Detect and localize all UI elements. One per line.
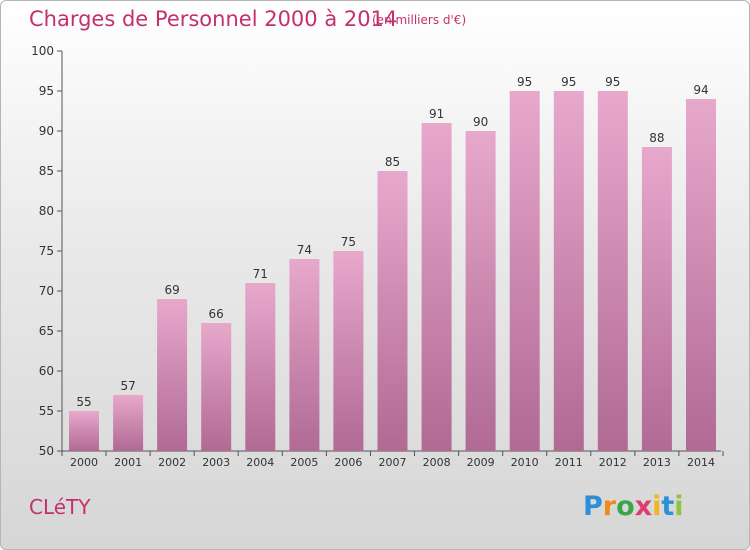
x-tick-label: 2010 — [511, 456, 539, 469]
data-label: 75 — [341, 235, 356, 249]
x-tick-label: 2003 — [202, 456, 230, 469]
logo-letter: t — [661, 491, 675, 522]
data-label: 55 — [76, 395, 91, 409]
bar — [245, 283, 276, 451]
y-axis: 50 55 60 65 70 75 80 85 90 95 100 — [31, 44, 63, 458]
y-tick-label: 80 — [39, 204, 54, 218]
data-label: 95 — [605, 75, 620, 89]
data-label: 85 — [385, 155, 400, 169]
data-label: 90 — [473, 115, 488, 129]
data-label: 74 — [297, 243, 312, 257]
bar — [113, 395, 144, 451]
y-tick-label: 90 — [39, 124, 54, 138]
data-label: 91 — [429, 107, 444, 121]
proxiti-logo[interactable]: Proxiti — [583, 491, 684, 522]
bar — [201, 323, 232, 451]
data-label: 57 — [120, 379, 135, 393]
x-tick-label: 2001 — [114, 456, 142, 469]
bar — [289, 259, 320, 451]
y-tick-label: 50 — [39, 444, 54, 458]
data-label: 71 — [253, 267, 268, 281]
x-tick-label: 2000 — [70, 456, 98, 469]
y-tick-label: 65 — [39, 324, 54, 338]
bars — [69, 91, 716, 451]
logo-letter: i — [652, 491, 662, 522]
data-label: 95 — [517, 75, 532, 89]
data-label: 95 — [561, 75, 576, 89]
bar — [686, 99, 716, 451]
logo-letter: x — [634, 491, 653, 522]
bar — [421, 123, 452, 451]
data-label: 94 — [693, 83, 708, 97]
x-tick-label: 2004 — [246, 456, 274, 469]
y-tick-label: 70 — [39, 284, 54, 298]
x-tick-label: 2007 — [379, 456, 407, 469]
x-tick-label: 2013 — [643, 456, 671, 469]
x-axis: 2000 2001 2002 2003 2004 2005 2006 2007 2008 2009… — [61, 450, 724, 469]
logo-letter: r — [602, 491, 617, 522]
y-tick-label: 55 — [39, 404, 54, 418]
y-tick-label: 100 — [31, 44, 54, 58]
y-tick-label: 75 — [39, 244, 54, 258]
chart-subtitle: (en milliers d'€) — [372, 13, 467, 27]
bar — [69, 411, 99, 451]
bar — [157, 299, 188, 451]
x-tick-label: 2002 — [158, 456, 186, 469]
data-label: 69 — [164, 283, 179, 297]
bar — [333, 251, 364, 451]
logo-letter: P — [583, 491, 603, 522]
logo-letter: i — [674, 491, 684, 522]
y-tick-label: 95 — [39, 84, 54, 98]
y-tick-label: 60 — [39, 364, 54, 378]
chart-title: Charges de Personnel 2000 à 2014 — [29, 7, 398, 31]
data-label: 66 — [209, 307, 224, 321]
x-tick-label: 2006 — [334, 456, 362, 469]
bar — [509, 91, 540, 451]
x-tick-label: 2009 — [467, 456, 495, 469]
x-tick-label: 2014 — [687, 456, 715, 469]
x-tick-label: 2012 — [599, 456, 627, 469]
commune-name: CLéTY — [29, 495, 91, 519]
y-tick-label: 85 — [39, 164, 54, 178]
data-label: 88 — [649, 131, 664, 145]
x-tick-label: 2011 — [555, 456, 583, 469]
logo-letter: o — [616, 491, 635, 522]
bar — [597, 91, 628, 451]
x-tick-label: 2008 — [423, 456, 451, 469]
data-labels: 55 57 69 66 71 74 75 85 91 90 95 95 95 88 94 — [76, 75, 708, 409]
bar — [553, 91, 584, 451]
bar — [641, 147, 672, 451]
x-tick-label: 2005 — [290, 456, 318, 469]
bar — [377, 171, 408, 451]
bar — [465, 131, 496, 451]
